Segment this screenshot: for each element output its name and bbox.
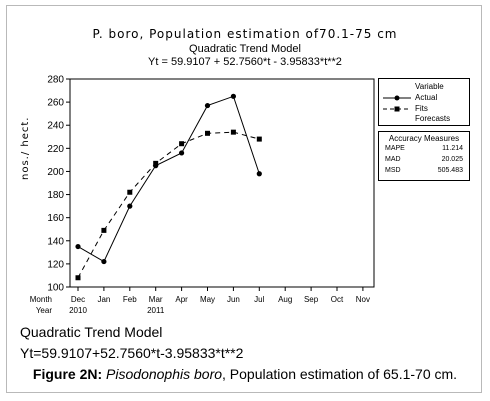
data-point-actual <box>75 243 81 250</box>
data-point-actual <box>101 258 107 265</box>
x-tick-label: Apr <box>175 295 188 304</box>
legend-fits-marker <box>394 106 400 112</box>
accuracy-title: Accuracy Measures <box>388 134 460 143</box>
x-tick-label: Nov <box>356 295 370 304</box>
accuracy-measures: Accuracy Measures MAPE 11.214 MAD 20.025… <box>378 131 470 181</box>
x-header-year: Year <box>36 306 53 315</box>
x-tick-label: Jan <box>97 295 110 304</box>
data-point-fits <box>256 136 262 142</box>
x-tick-label: Oct <box>331 295 344 304</box>
x-tick-label: Feb <box>123 295 137 304</box>
x-tick-label: Dec <box>71 295 85 304</box>
data-point-fits <box>179 141 185 147</box>
figure-caption: Figure 2N: Pisodonophis boro, Population… <box>0 366 490 382</box>
chart-subtitle: Quadratic Trend Model <box>189 43 301 55</box>
y-tick-label: 280 <box>47 75 64 86</box>
legend: Variable Actual Fits Forecasts <box>378 78 470 126</box>
legend-actual-marker <box>394 95 400 101</box>
y-ticks: 100 120 140 160 180 200 220 240 260 280 <box>47 75 70 294</box>
x-tick-label: Aug <box>278 295 292 304</box>
y-tick-label: 140 <box>47 236 64 247</box>
y-tick-label: 100 <box>47 283 64 294</box>
caption-prefix: Figure 2N: <box>32 366 103 382</box>
caption-species: Pisodonophis boro <box>106 366 223 382</box>
y-tick-label: 240 <box>47 121 64 132</box>
series-line-actual <box>77 95 260 263</box>
accuracy-key: MAD <box>385 156 401 163</box>
data-point-fits <box>101 227 107 233</box>
accuracy-key: MSD <box>385 167 401 174</box>
y-tick-label: 200 <box>47 167 64 178</box>
data-point-actual <box>230 93 236 99</box>
x-header-month: Month <box>30 295 52 304</box>
line-chart: 100 120 140 160 180 200 220 240 260 280 Month Year… <box>30 75 375 315</box>
legend-actual-label: Actual <box>415 93 438 102</box>
plot-area-border <box>69 78 375 288</box>
legend-forecasts-label: Forecasts <box>415 114 451 123</box>
data-point-fits <box>127 189 133 195</box>
x-year-label: 2010 <box>69 306 87 315</box>
x-tick-label: Sep <box>304 295 319 304</box>
chart-frame <box>6 5 482 393</box>
model-name: Quadratic Trend Model <box>20 324 163 340</box>
y-tick-label: 220 <box>47 144 64 155</box>
y-tick-label: 180 <box>47 190 64 201</box>
y-tick-label: 160 <box>47 213 64 224</box>
data-point-actual <box>204 102 211 109</box>
accuracy-value: 20.025 <box>441 156 463 163</box>
data-point-actual <box>127 203 133 209</box>
legend-fits-label: Fits <box>415 104 428 113</box>
data-point-fits <box>230 129 236 135</box>
data-point-fits <box>153 160 159 166</box>
chart-equation: Yt = 59.9107 + 52.7560*t - 3.95833*t**2 <box>148 56 342 68</box>
data-point-fits <box>75 275 81 281</box>
x-tick-label: Jul <box>254 295 264 304</box>
accuracy-value: 11.214 <box>442 145 463 152</box>
x-tick-label: Mar <box>149 295 163 304</box>
accuracy-key: MAPE <box>385 145 405 152</box>
y-tick-label: 260 <box>47 98 64 109</box>
data-point-actual <box>256 171 262 177</box>
series-line-fits <box>77 131 260 278</box>
model-equation: Yt=59.9107+52.7560*t-3.95833*t**2 <box>20 345 244 361</box>
series <box>75 93 262 281</box>
x-year-label: 2011 <box>147 306 165 315</box>
legend-title: Variable <box>415 82 444 91</box>
x-tick-label: Jun <box>227 295 240 304</box>
caption-rest: , Population estimation of 65.1-70 cm. <box>222 366 458 382</box>
data-point-actual <box>179 150 185 156</box>
chart-title: P. boro, Population estimation of70.1-75… <box>92 27 398 41</box>
legend-marks <box>383 95 411 112</box>
axes <box>69 78 375 288</box>
x-tick-label: May <box>200 295 215 304</box>
data-point-fits <box>205 130 210 136</box>
accuracy-value: 505.483 <box>437 167 463 174</box>
y-tick-label: 120 <box>47 259 64 270</box>
x-ticks: Month Year Dec 2010 Jan Feb Mar 2011 Apr May Jun Ju… <box>30 287 370 315</box>
